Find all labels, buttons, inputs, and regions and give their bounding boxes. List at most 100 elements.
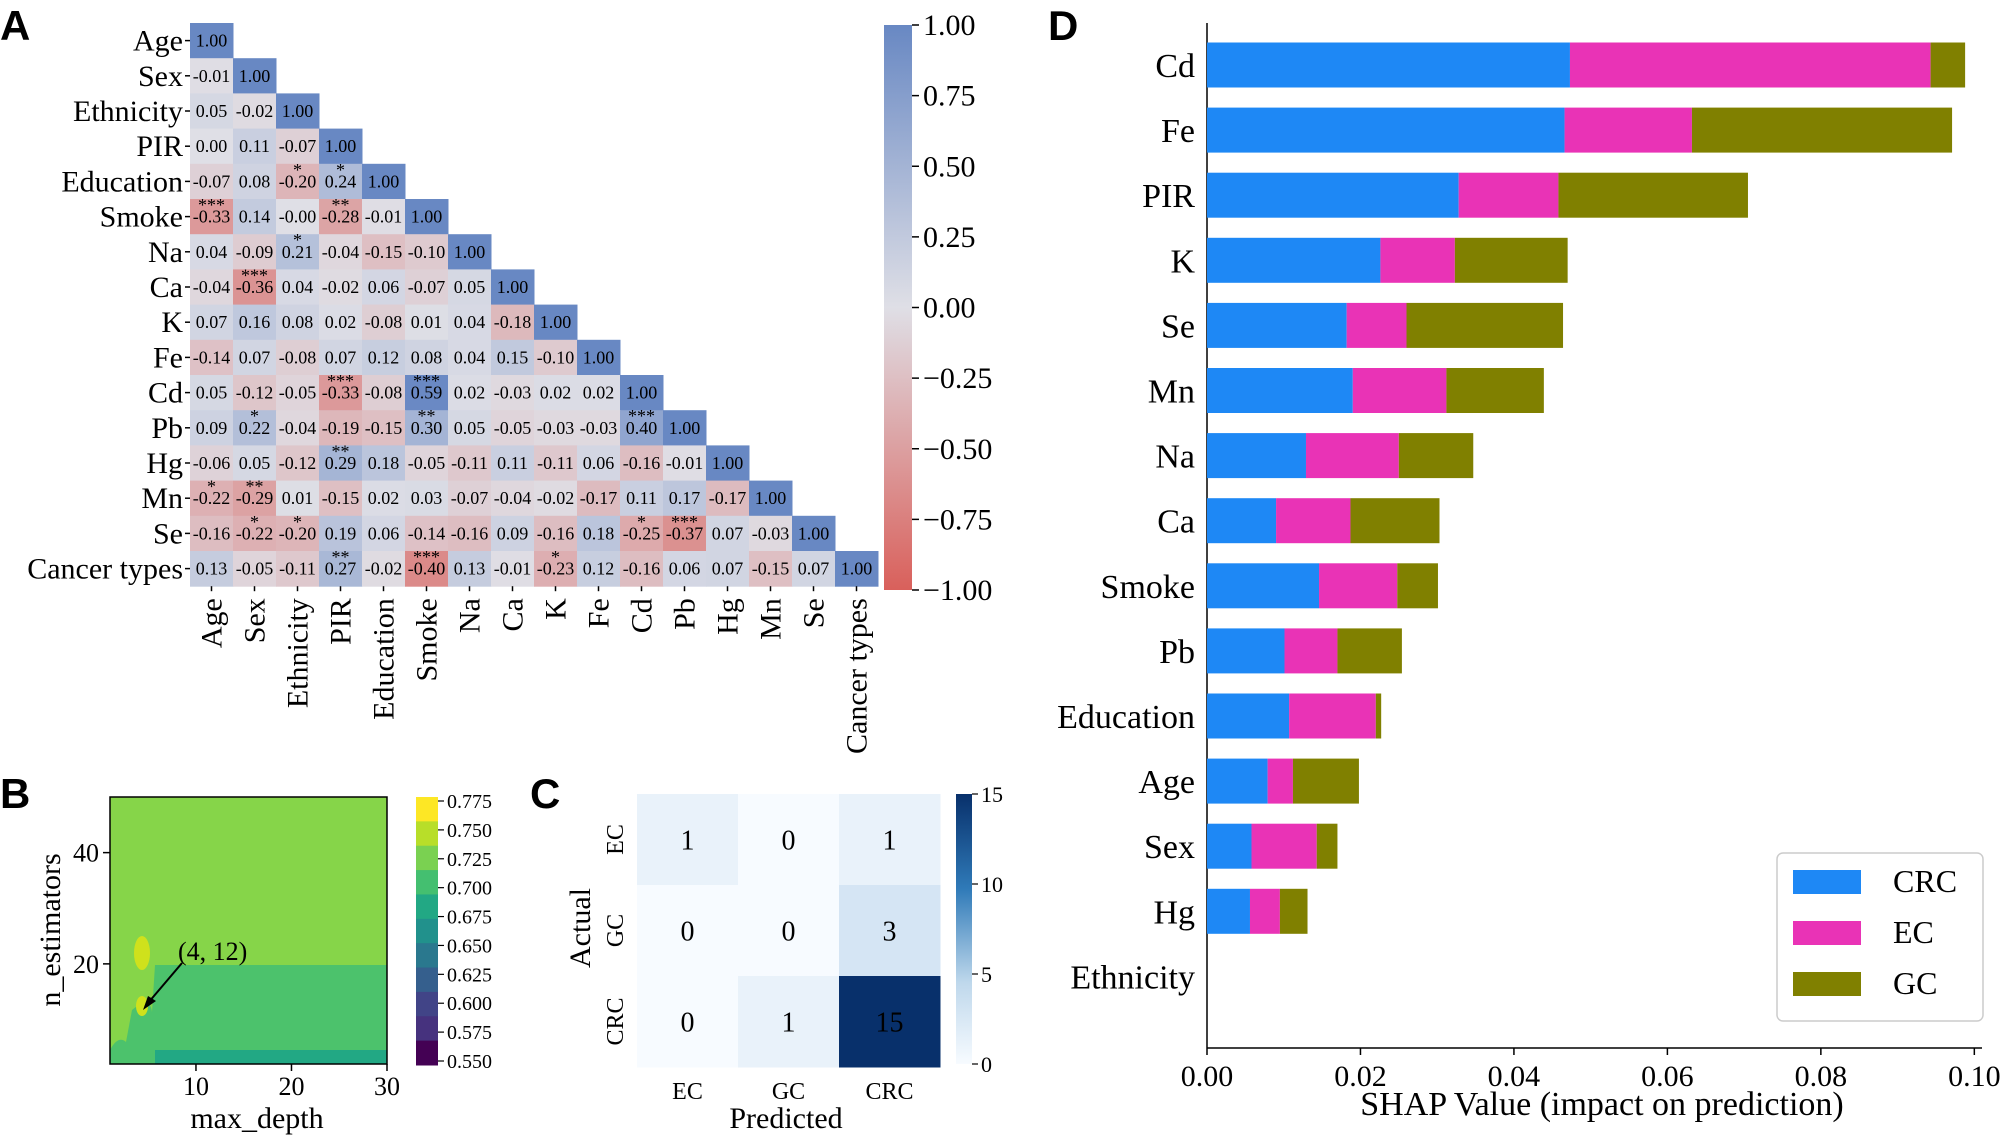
corr-cell-9-3 (319, 339, 363, 376)
shap-bar-K-GC (1454, 237, 1568, 283)
corr-value-12-3: 0.29 (325, 453, 357, 473)
corr-cell-12-11 (663, 445, 707, 482)
shap-bar-Cd-CRC (1207, 42, 1570, 88)
contour-optimum-point (136, 996, 148, 1016)
corr-value-13-8: -0.02 (537, 488, 575, 508)
corr-value-15-11: 0.06 (669, 559, 701, 579)
corr-value-10-5: 0.59 (411, 383, 443, 403)
confusion-colorbar-label-2: 5 (981, 962, 992, 987)
contour-colorbar-label-8: 0.575 (447, 1022, 492, 1044)
corr-value-7-6: 0.05 (454, 277, 486, 297)
confusion-cell-1-1 (738, 885, 840, 977)
corr-cell-7-7 (491, 269, 535, 306)
corr-value-1-1: 1.00 (239, 66, 271, 86)
corr-value-5-2: -0.00 (279, 207, 317, 227)
corr-significance-13: ** (246, 477, 264, 497)
contour-y-tick-label-0: 20 (73, 950, 99, 979)
corr-cell-8-6 (448, 304, 492, 341)
shap-bar-Sex-CRC (1207, 823, 1252, 869)
corr-value-10-0: 0.05 (196, 383, 228, 403)
corr-value-4-0: -0.07 (193, 171, 231, 191)
corr-cell-12-5 (405, 445, 449, 482)
corr-cell-13-10 (620, 480, 664, 517)
corr-value-11-5: 0.30 (411, 418, 443, 438)
corr-cell-7-3 (319, 269, 363, 306)
corr-value-11-7: -0.05 (494, 418, 532, 438)
contour-colorbar-label-1: 0.750 (447, 820, 492, 842)
corr-value-8-6: 0.04 (454, 312, 486, 332)
corr-value-13-7: -0.04 (494, 488, 532, 508)
corr-value-14-13: -0.03 (752, 523, 790, 543)
corr-col-label-15: Cancer types (841, 598, 874, 754)
corr-cell-3-0 (190, 128, 234, 165)
corr-cell-10-5 (405, 375, 449, 411)
corr-cell-13-12 (706, 480, 750, 517)
corr-cell-11-3 (319, 410, 363, 446)
corr-value-9-4: 0.12 (368, 347, 400, 367)
shap-bar-Mn-CRC (1207, 368, 1353, 413)
confusion-cell-1-0 (637, 885, 739, 977)
corr-cell-13-1 (233, 480, 277, 517)
corr-colorbar-label-1: 0.75 (923, 80, 976, 113)
corr-value-3-2: -0.07 (279, 136, 317, 156)
corr-value-7-2: 0.04 (282, 277, 314, 297)
corr-value-6-1: -0.09 (236, 242, 274, 262)
corr-cell-9-1 (233, 339, 277, 376)
corr-significance-7: *** (413, 371, 440, 391)
corr-value-12-12: 1.00 (712, 453, 744, 473)
corr-value-13-4: 0.02 (368, 488, 400, 508)
shap-x-tick-label-0: 0.00 (1181, 1060, 1234, 1093)
corr-cell-14-8 (534, 515, 578, 552)
corr-cell-9-5 (405, 339, 449, 376)
legend-label-crc: CRC (1893, 863, 1957, 899)
corr-significance-16: * (637, 512, 646, 532)
corr-value-0-0: 1.00 (196, 31, 228, 51)
corr-cell-11-2 (276, 410, 320, 446)
corr-value-12-8: -0.11 (537, 453, 574, 473)
confusion-cell-0-2 (839, 794, 941, 886)
corr-value-14-4: 0.06 (368, 523, 400, 543)
corr-cell-14-13 (749, 515, 793, 552)
corr-value-9-2: -0.08 (279, 347, 317, 367)
shap-bar-Fe-CRC (1207, 107, 1565, 153)
corr-cell-9-6 (448, 339, 492, 376)
corr-cell-14-12 (706, 515, 750, 552)
shap-category-label-8: Smoke (1101, 569, 1195, 606)
corr-value-12-9: 0.06 (583, 453, 615, 473)
shap-bar-Pb-EC (1284, 628, 1338, 674)
corr-col-label-5: Smoke (411, 598, 444, 681)
corr-value-14-10: -0.25 (623, 523, 661, 543)
corr-cell-5-2 (276, 199, 320, 235)
corr-colorbar-label-6: −0.50 (923, 433, 992, 466)
corr-value-6-2: 0.21 (282, 242, 314, 262)
corr-cell-9-8 (534, 339, 578, 376)
corr-value-14-2: -0.20 (279, 523, 317, 543)
confusion-y-label: Actual (564, 888, 597, 968)
corr-value-7-3: -0.02 (322, 277, 360, 297)
contour-colorbar-label-4: 0.675 (447, 907, 492, 929)
shap-bar-Ca-CRC (1207, 498, 1277, 544)
corr-value-14-1: -0.22 (236, 523, 274, 543)
shap-bar-Ca-EC (1276, 498, 1351, 544)
corr-cell-9-7 (491, 339, 535, 376)
corr-value-15-9: 0.12 (583, 559, 615, 579)
corr-value-7-7: 1.00 (497, 277, 529, 297)
corr-value-7-0: -0.04 (193, 277, 231, 297)
contour-colorbar-label-5: 0.650 (447, 935, 492, 957)
corr-cell-3-2 (276, 128, 320, 165)
corr-value-2-0: 0.05 (196, 101, 228, 121)
contour-x-label: max_depth (190, 1102, 323, 1135)
corr-cell-15-3 (319, 551, 363, 587)
shap-bar-Cd-EC (1569, 42, 1931, 88)
contour-axes: 10 20 30 20 40 (73, 839, 400, 1101)
shap-bar-Smoke-GC (1397, 563, 1438, 609)
corr-cell-15-4 (362, 551, 406, 587)
confusion-cell-0-1 (738, 794, 840, 886)
corr-value-12-4: 0.18 (368, 453, 400, 473)
panel-letter-d: D (1048, 2, 1078, 49)
confusion-colorbar (956, 794, 972, 1064)
corr-cell-5-1 (233, 199, 277, 235)
corr-cell-5-4 (362, 199, 406, 235)
corr-value-11-10: 0.40 (626, 418, 658, 438)
panel-letter-b: B (0, 770, 30, 817)
